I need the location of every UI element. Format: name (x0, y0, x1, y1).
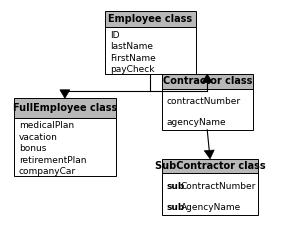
Text: ContractNumber: ContractNumber (181, 182, 256, 191)
FancyBboxPatch shape (105, 27, 196, 74)
Text: bonus: bonus (19, 144, 46, 153)
Text: contractNumber: contractNumber (167, 98, 241, 106)
Text: FullEmployee class: FullEmployee class (13, 103, 117, 113)
Polygon shape (60, 90, 70, 98)
Text: Employee class: Employee class (108, 14, 192, 24)
Text: agencyName: agencyName (167, 118, 226, 127)
Polygon shape (202, 74, 212, 83)
Text: vacation: vacation (19, 133, 58, 142)
Text: payCheck: payCheck (110, 65, 154, 74)
Text: ID: ID (110, 31, 119, 39)
Text: lastName: lastName (110, 42, 153, 51)
Text: FirstName: FirstName (110, 54, 156, 63)
FancyBboxPatch shape (162, 159, 258, 173)
FancyBboxPatch shape (14, 98, 116, 118)
FancyBboxPatch shape (162, 173, 258, 215)
FancyBboxPatch shape (105, 11, 196, 27)
Text: retirementPlan: retirementPlan (19, 156, 86, 165)
Text: AgencyName: AgencyName (181, 203, 241, 212)
Text: Contractor class: Contractor class (163, 76, 252, 86)
FancyBboxPatch shape (162, 88, 253, 130)
Polygon shape (204, 150, 214, 159)
FancyBboxPatch shape (14, 118, 116, 176)
FancyBboxPatch shape (162, 74, 253, 88)
Text: sub: sub (167, 182, 185, 191)
Text: medicalPlan: medicalPlan (19, 121, 74, 130)
Text: companyCar: companyCar (19, 167, 76, 176)
Text: SubContractor class: SubContractor class (155, 161, 265, 171)
Text: sub: sub (167, 203, 185, 212)
